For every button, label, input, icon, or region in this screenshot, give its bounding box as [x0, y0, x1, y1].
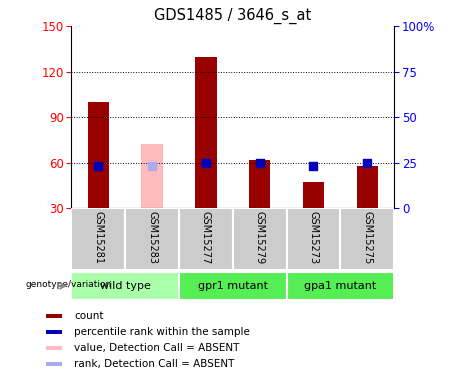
Bar: [46, 346, 62, 350]
Text: GSM15273: GSM15273: [308, 211, 319, 264]
Text: gpa1 mutant: gpa1 mutant: [304, 281, 377, 291]
Text: GSM15275: GSM15275: [362, 211, 372, 264]
Bar: [195, 57, 217, 208]
Point: [310, 163, 317, 169]
Text: gpr1 mutant: gpr1 mutant: [198, 281, 268, 291]
Point: [202, 160, 210, 166]
Bar: [179, 272, 287, 300]
Bar: [249, 160, 271, 208]
Text: value, Detection Call = ABSENT: value, Detection Call = ABSENT: [75, 343, 240, 352]
Bar: [303, 182, 324, 208]
Bar: [287, 208, 340, 270]
Bar: [340, 208, 394, 270]
Text: wild type: wild type: [100, 281, 151, 291]
Title: GDS1485 / 3646_s_at: GDS1485 / 3646_s_at: [154, 7, 312, 24]
Text: percentile rank within the sample: percentile rank within the sample: [75, 327, 250, 337]
Text: GSM15283: GSM15283: [147, 211, 157, 264]
Bar: [46, 362, 62, 366]
Text: count: count: [75, 311, 104, 321]
Bar: [125, 208, 179, 270]
Bar: [46, 330, 62, 334]
Text: rank, Detection Call = ABSENT: rank, Detection Call = ABSENT: [75, 358, 235, 369]
Text: GSM15277: GSM15277: [201, 211, 211, 264]
Point: [256, 160, 263, 166]
Point: [364, 160, 371, 166]
Text: genotype/variation: genotype/variation: [25, 280, 111, 289]
Bar: [179, 208, 233, 270]
Point: [148, 163, 156, 169]
Bar: [233, 208, 287, 270]
Point: [95, 163, 102, 169]
Bar: [46, 314, 62, 318]
Bar: [71, 272, 179, 300]
Text: GSM15279: GSM15279: [254, 211, 265, 264]
Text: GSM15281: GSM15281: [93, 211, 103, 264]
Bar: [356, 166, 378, 208]
Bar: [142, 144, 163, 208]
Bar: [287, 272, 394, 300]
Bar: [71, 208, 125, 270]
Bar: [88, 102, 109, 208]
